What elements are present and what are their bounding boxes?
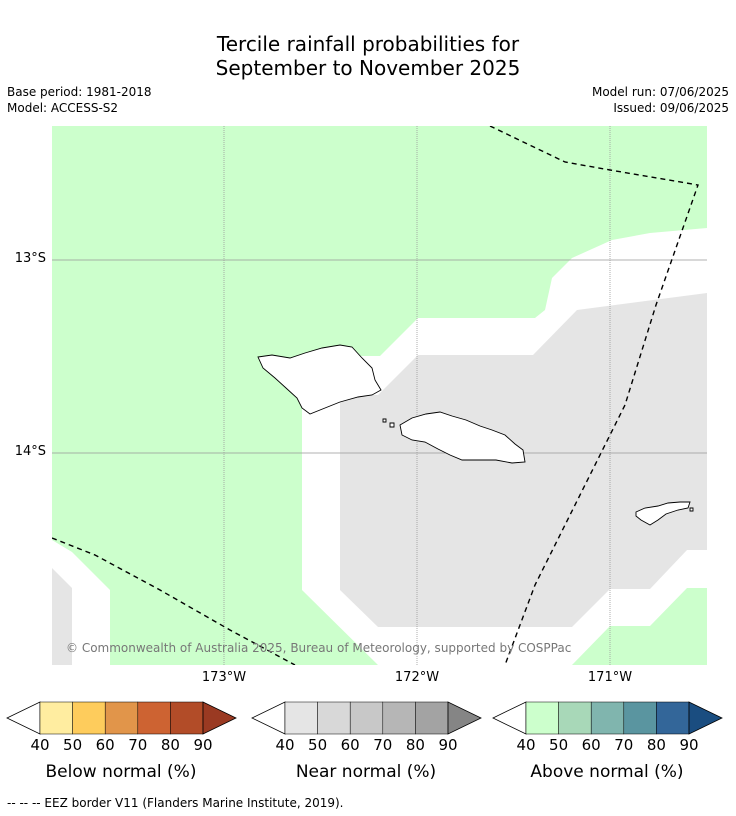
colorbar-below-tick-label: 80 [160,736,180,754]
eez-border-east [489,126,699,665]
colorbar-near-lower-extend [251,701,286,735]
colorbar-below-segment [104,701,139,735]
manono-island [382,418,387,423]
colorbar-above-tick-label: 70 [614,736,634,754]
colorbar-near-title: Near normal (%) [295,762,437,782]
colorbar-above-segment [525,701,559,735]
tutuila-island [635,501,691,526]
colorbar-below [6,701,237,735]
colorbar-above-title: Above normal (%) [530,762,684,782]
colorbar-below-tick-label: 70 [128,736,148,754]
colorbar-above-tick-label: 40 [516,736,536,754]
eez-border [52,126,699,665]
savaii-island [257,344,382,415]
model-run-text: Model run: 07/06/2025 [591,85,729,99]
colorbar-below-segment [170,701,204,735]
lon-tick-171w: 171°W [587,670,633,685]
eez-border-south [52,537,296,665]
colorbar-near-tick-label: 60 [340,736,360,754]
copyright-text: © Commonwealth of Australia 2025, Bureau… [66,641,572,655]
colorbar-near [251,701,482,735]
near-normal-region-sw [52,568,72,665]
colorbar-near-segment [284,701,318,735]
colorbar-above-segment [656,701,690,735]
lat-tick-13s: 13°S [14,251,46,266]
lat-tick-14s: 14°S [14,444,46,459]
colorbar-below-segment [39,701,73,735]
eez-legend-footer: -- -- -- EEZ border V11 (Flanders Marine… [7,796,344,810]
colorbar-near-segment [349,701,384,735]
colorbar-above-tick-label: 80 [646,736,666,754]
colorbar-below-lower-extend [6,701,41,735]
map-panel [52,126,707,665]
colorbar-above-segment [623,701,657,735]
colorbar-near-segment [382,701,416,735]
map-title-line1: Tercile rainfall probabilities for [216,32,520,56]
colorbar-above-tick-label: 50 [549,736,569,754]
upolu-island [399,411,526,464]
colorbar-below-title: Below normal (%) [45,762,197,782]
colorbar-below-upper-extend [202,701,237,735]
colorbar-below-segment [137,701,171,735]
colorbar-above-tick-label: 90 [679,736,699,754]
colorbar-above-segment [590,701,625,735]
colorbar-above-lower-extend [492,701,527,735]
above-normal-region-se [572,588,707,665]
lon-tick-173w: 173°W [201,670,247,685]
colorbar-above-upper-extend [688,701,723,735]
colorbar-near-upper-extend [447,701,482,735]
colorbar-below-tick-label: 90 [193,736,213,754]
colorbar-near-segment [415,701,449,735]
colorbar-above-tick-label: 60 [581,736,601,754]
colorbar-above [492,701,723,735]
colorbar-below-tick-label: 40 [30,736,50,754]
base-period-text: Base period: 1981-2018 [7,85,152,99]
islands [257,344,694,526]
model-text: Model: ACCESS-S2 [7,101,119,115]
colorbar-near-tick-label: 50 [308,736,328,754]
colorbar-below-tick-label: 50 [63,736,83,754]
colorbar-near-tick-label: 70 [373,736,393,754]
apolima-island [389,422,395,428]
above-normal-region [52,126,707,665]
lon-tick-172w: 172°W [394,670,440,685]
colorbar-above-segment [558,701,592,735]
colorbar-near-segment [317,701,351,735]
aunuu-island [689,507,694,512]
graticule [52,126,707,665]
colorbar-near-tick-label: 90 [438,736,458,754]
colorbar-near-tick-label: 80 [405,736,425,754]
issued-text: Issued: 09/06/2025 [613,101,729,115]
colorbar-below-segment [72,701,106,735]
map-title-line2: September to November 2025 [215,56,521,80]
colorbar-below-tick-label: 60 [95,736,115,754]
colorbar-near-tick-label: 40 [275,736,295,754]
